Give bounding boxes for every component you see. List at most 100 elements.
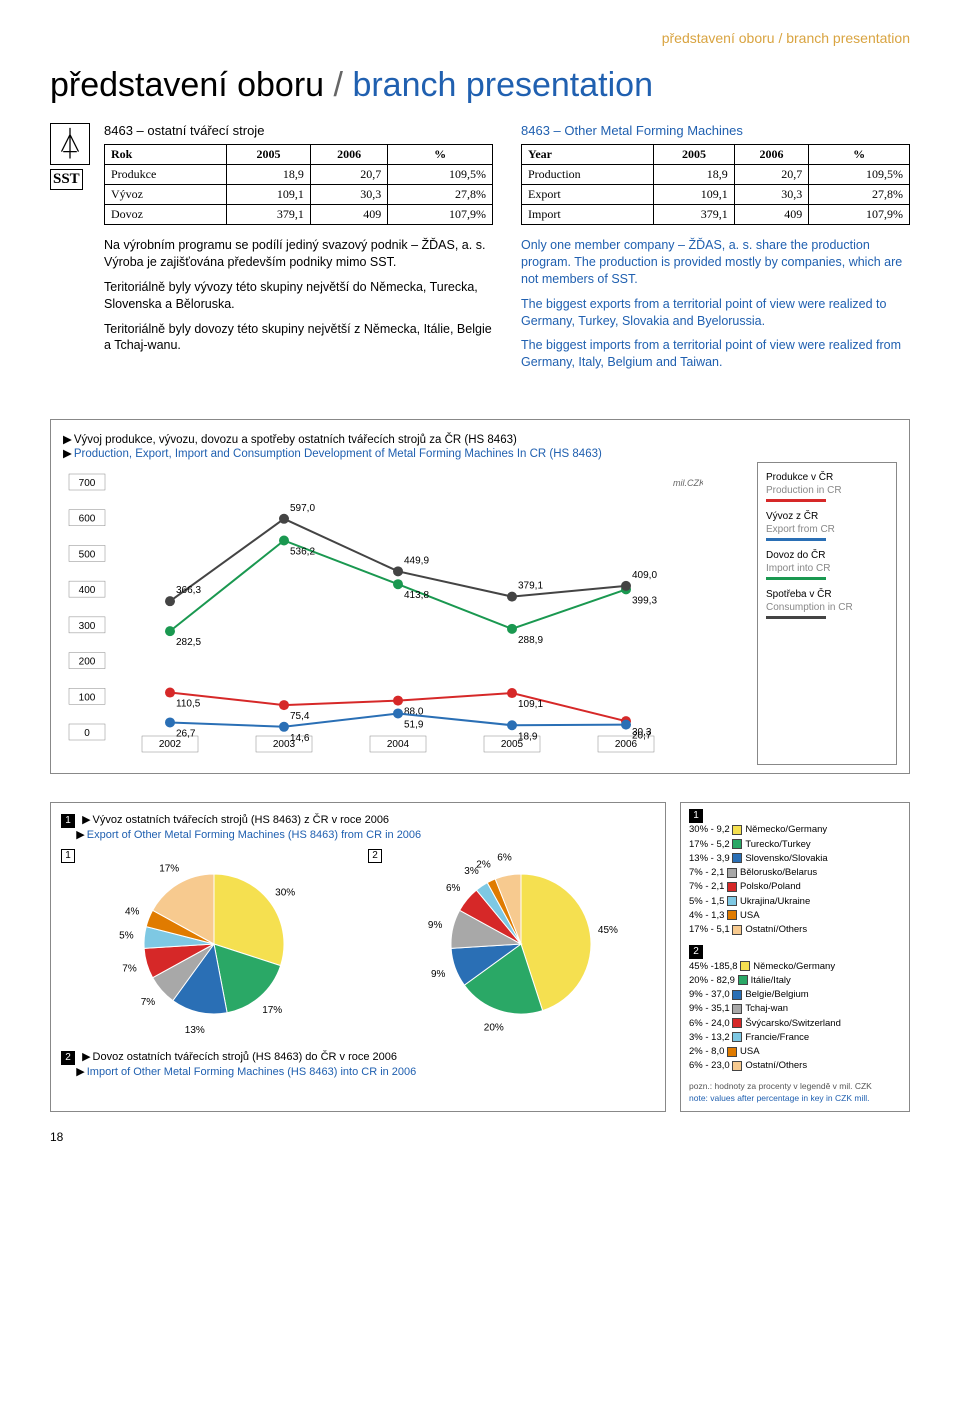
legend-item: Dovoz do ČRImport into CR: [766, 549, 888, 580]
right-p3: The biggest imports from a territorial p…: [521, 337, 910, 371]
title-en: branch presentation: [352, 66, 653, 104]
svg-text:26,7: 26,7: [176, 729, 196, 740]
line-chart-box: ▶Vývoj produkce, vývozu, dovozu a spotře…: [50, 419, 910, 774]
svg-text:2004: 2004: [387, 739, 410, 750]
svg-text:6%: 6%: [497, 853, 512, 864]
pie-legend-row: 4% - 1,3 USA: [689, 909, 901, 923]
svg-text:300: 300: [79, 621, 96, 632]
legend-item: Produkce v ČRProduction in CR: [766, 471, 888, 502]
svg-text:597,0: 597,0: [290, 503, 315, 514]
svg-text:20%: 20%: [483, 1023, 503, 1034]
legend-note: pozn.: hodnoty za procenty v legendě v m…: [689, 1080, 901, 1106]
note-en: note: values after percentage in key in …: [689, 1093, 869, 1103]
svg-text:100: 100: [79, 692, 96, 703]
table-cz: Rok20052006%Produkce18,920,7109,5%Vývoz1…: [104, 144, 493, 225]
svg-text:9%: 9%: [427, 920, 442, 931]
svg-text:282,5: 282,5: [176, 637, 201, 648]
svg-text:45%: 45%: [597, 925, 617, 936]
logo-icon: [50, 123, 90, 165]
svg-text:700: 700: [79, 478, 96, 489]
main-title: představení oboru / branch presentation: [50, 66, 910, 105]
pie-charts-box: 1 ▶Vývoz ostatních tvářecích strojů (HS …: [50, 802, 666, 1112]
pie-legend-row: 3% - 13,2 Francie/France: [689, 1031, 901, 1045]
pie-title-2: 2 ▶Dovoz ostatních tvářecích strojů (HS …: [61, 1050, 655, 1078]
svg-text:7%: 7%: [140, 997, 155, 1008]
pie-title2-en: Import of Other Metal Forming Machines (…: [87, 1066, 417, 1078]
pie-legend-row: 30% - 9,2 Německo/Germany: [689, 823, 901, 837]
left-p2: Teritoriálně byly vývozy této skupiny ne…: [104, 279, 493, 313]
svg-text:20,7: 20,7: [632, 731, 652, 742]
svg-text:110,5: 110,5: [176, 699, 201, 710]
svg-text:75,4: 75,4: [290, 711, 310, 722]
svg-text:5%: 5%: [119, 931, 134, 942]
svg-text:536,2: 536,2: [290, 547, 315, 558]
pie-legend-row: 7% - 2,1 Polsko/Poland: [689, 880, 901, 894]
line-chart-title-cz: Vývoj produkce, vývozu, dovozu a spotřeb…: [74, 434, 517, 446]
sst-logo-block: SST: [50, 123, 96, 379]
left-p3: Teritoriálně byly dovozy této skupiny ne…: [104, 321, 493, 355]
svg-text:600: 600: [79, 514, 96, 525]
pie-title-1: 1 ▶Vývoz ostatních tvářecích strojů (HS …: [61, 813, 655, 841]
svg-text:7%: 7%: [122, 964, 137, 975]
svg-text:288,9: 288,9: [518, 635, 543, 646]
svg-text:366,3: 366,3: [176, 585, 201, 596]
line-chart-svg: 0100200300400500600700mil.CZK20022003200…: [63, 462, 703, 762]
svg-text:13%: 13%: [184, 1025, 204, 1036]
svg-text:200: 200: [79, 657, 96, 668]
section-title-cz: 8463 – ostatní tvářecí stroje: [104, 123, 493, 138]
svg-text:500: 500: [79, 550, 96, 561]
page-number: 18: [50, 1130, 910, 1144]
svg-text:409,0: 409,0: [632, 570, 657, 581]
pie-legend-row: 6% - 23,0 Ostatní/Others: [689, 1059, 901, 1073]
svg-text:109,1: 109,1: [518, 699, 543, 710]
page-header: představení oboru / branch presentation: [50, 30, 910, 46]
pie-legend-row: 7% - 2,1 Bělorusko/Belarus: [689, 866, 901, 880]
pie-legend-row: 17% - 5,2 Turecko/Turkey: [689, 838, 901, 852]
svg-text:30%: 30%: [275, 887, 295, 898]
table-en: Year20052006%Production18,920,7109,5%Exp…: [521, 144, 910, 225]
svg-text:18,9: 18,9: [518, 731, 538, 742]
right-column: 8463 – Other Metal Forming Machines Year…: [521, 123, 910, 379]
svg-text:9%: 9%: [430, 969, 445, 980]
svg-text:51,9: 51,9: [404, 720, 424, 731]
pie-legend-row: 5% - 1,5 Ukrajina/Ukraine: [689, 895, 901, 909]
header-en: branch presentation: [786, 30, 910, 46]
pie-legend-box: 1 30% - 9,2 Německo/Germany17% - 5,2 Tur…: [680, 802, 910, 1112]
pie-legend-row: 17% - 5,1 Ostatní/Others: [689, 923, 901, 937]
left-p1: Na výrobním programu se podílí jediný sv…: [104, 237, 493, 271]
legend-item: Vývoz z ČRExport from CR: [766, 510, 888, 541]
svg-text:mil.CZK: mil.CZK: [673, 478, 703, 488]
svg-text:6%: 6%: [445, 883, 460, 894]
svg-text:14,6: 14,6: [290, 733, 310, 744]
svg-text:17%: 17%: [262, 1005, 282, 1016]
pie-chart-1: 30%17%13%7%7%5%4%17%: [99, 849, 329, 1039]
sst-badge: SST: [50, 169, 83, 190]
right-p2: The biggest exports from a territorial p…: [521, 296, 910, 330]
pie-legend-row: 13% - 3,9 Slovensko/Slovakia: [689, 852, 901, 866]
pie-legend-row: 2% - 8,0 USA: [689, 1045, 901, 1059]
line-chart-title: ▶Vývoj produkce, vývozu, dovozu a spotře…: [63, 432, 897, 460]
svg-text:399,3: 399,3: [632, 596, 657, 607]
svg-text:449,9: 449,9: [404, 555, 429, 566]
svg-text:400: 400: [79, 585, 96, 596]
svg-text:0: 0: [84, 728, 90, 739]
svg-text:2%: 2%: [476, 860, 491, 871]
pie-title2-cz: Dovoz ostatních tvářecích strojů (HS 846…: [93, 1051, 397, 1063]
legend-item: Spotřeba v ČRConsumption in CR: [766, 588, 888, 619]
svg-text:413,8: 413,8: [404, 590, 429, 601]
pie-chart-2: 45%20%9%9%6%3%2%6%: [406, 849, 636, 1039]
note-cz: pozn.: hodnoty za procenty v legendě v m…: [689, 1081, 872, 1091]
pie-title1-cz: Vývoz ostatních tvářecích strojů (HS 846…: [93, 814, 390, 826]
pie-legend-row: 20% - 82,9 Itálie/Italy: [689, 974, 901, 988]
svg-text:4%: 4%: [124, 907, 139, 918]
header-cz: představení oboru: [662, 30, 775, 46]
svg-text:2002: 2002: [159, 739, 182, 750]
line-chart-legend: Produkce v ČRProduction in CR Vývoz z ČR…: [757, 462, 897, 765]
left-column: 8463 – ostatní tvářecí stroje Rok2005200…: [104, 123, 493, 379]
line-chart-title-en: Production, Export, Import and Consumpti…: [74, 448, 602, 460]
section-title-en: 8463 – Other Metal Forming Machines: [521, 123, 910, 138]
pie-legend-row: 9% - 37,0 Belgie/Belgium: [689, 988, 901, 1002]
pie-legend-1: 30% - 9,2 Německo/Germany17% - 5,2 Turec…: [689, 823, 901, 937]
pie-legend-row: 45% -185,8 Německo/Germany: [689, 960, 901, 974]
pie-legend-2: 45% -185,8 Německo/Germany20% - 82,9 Itá…: [689, 960, 901, 1074]
